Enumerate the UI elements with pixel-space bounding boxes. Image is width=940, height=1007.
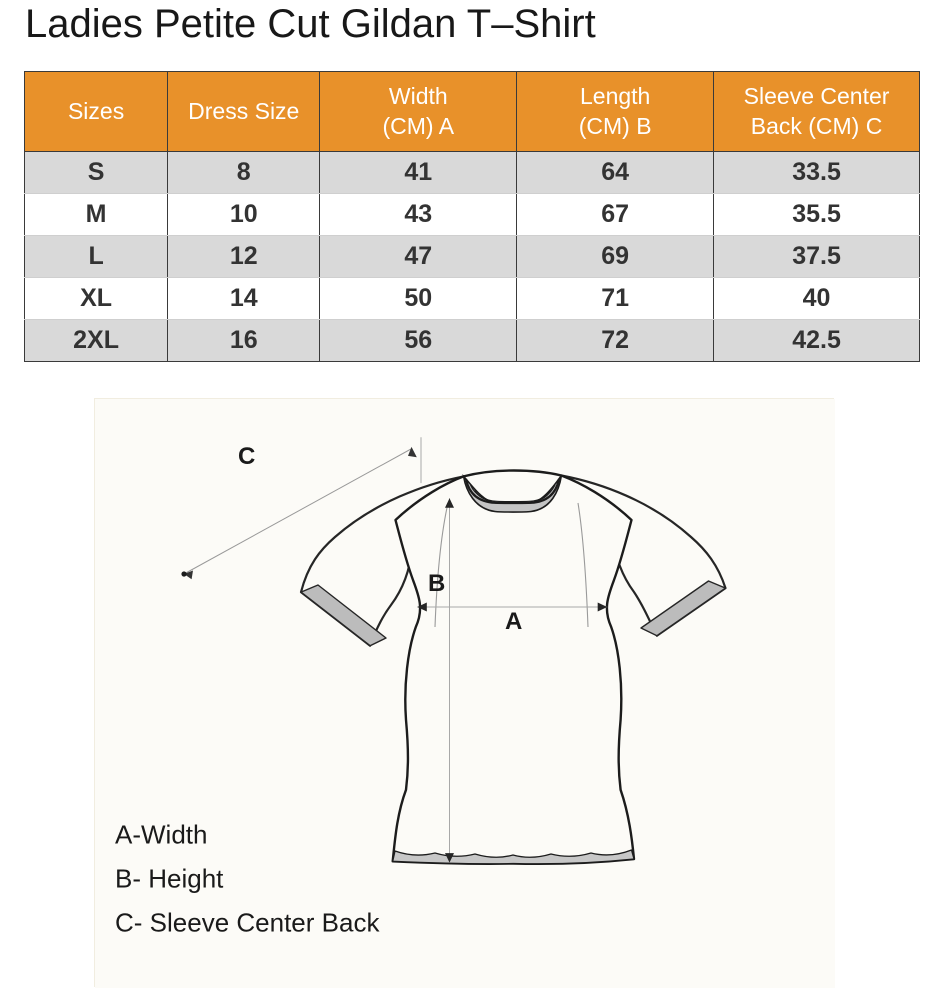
svg-text:C- Sleeve Center Back: C- Sleeve Center Back [115,908,380,938]
svg-text:B: B [428,570,445,597]
svg-text:C: C [238,443,255,470]
svg-text:A-Width: A-Width [115,820,207,850]
svg-text:B- Height: B- Height [115,863,224,893]
svg-text:A: A [505,608,522,635]
